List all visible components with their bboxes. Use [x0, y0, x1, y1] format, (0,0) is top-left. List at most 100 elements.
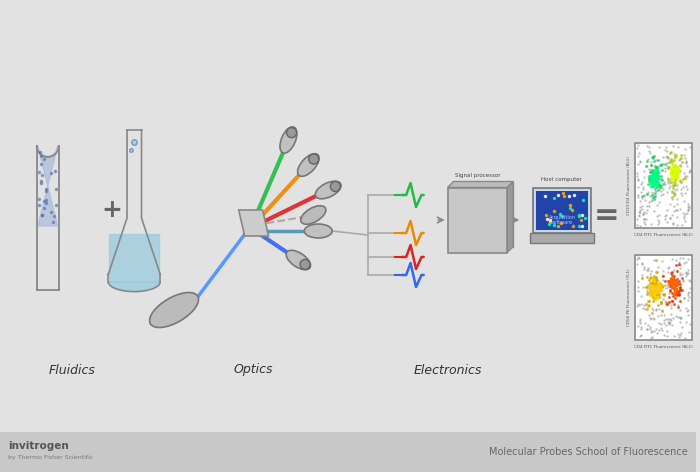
- Point: [634, 317, 645, 324]
- Point: [675, 254, 686, 261]
- Point: [669, 177, 680, 184]
- Point: [646, 291, 657, 298]
- Point: [665, 177, 676, 185]
- Point: [647, 309, 658, 317]
- Point: [671, 268, 682, 275]
- Point: [671, 291, 682, 298]
- Point: [669, 168, 680, 175]
- Point: [641, 202, 652, 210]
- Point: [674, 264, 685, 271]
- Point: [647, 178, 658, 186]
- Point: [664, 278, 676, 285]
- Point: [642, 267, 653, 274]
- Point: [666, 282, 677, 290]
- Point: [650, 288, 662, 295]
- Point: [671, 195, 682, 202]
- Point: [662, 188, 673, 195]
- Point: [648, 170, 659, 178]
- Point: [674, 285, 685, 292]
- Point: [635, 222, 646, 229]
- Point: [650, 287, 661, 295]
- Point: [648, 275, 659, 282]
- Point: [662, 332, 673, 340]
- Point: [677, 323, 688, 331]
- Point: [668, 280, 679, 287]
- Point: [634, 208, 645, 216]
- Point: [632, 175, 643, 183]
- Point: [678, 215, 690, 222]
- Point: [678, 197, 690, 204]
- Point: [662, 301, 673, 308]
- Point: [669, 166, 680, 173]
- Point: [671, 166, 682, 174]
- Ellipse shape: [304, 224, 332, 238]
- Point: [666, 168, 678, 176]
- Point: [680, 154, 691, 162]
- Point: [674, 286, 685, 294]
- Bar: [0, 432, 696, 472]
- Point: [678, 254, 689, 262]
- Point: [648, 277, 659, 285]
- Point: [667, 292, 678, 300]
- Point: [666, 274, 678, 281]
- Point: [681, 162, 692, 169]
- Point: [667, 166, 678, 173]
- Point: [651, 268, 662, 276]
- Point: [638, 218, 650, 226]
- Point: [680, 157, 692, 165]
- Point: [657, 180, 668, 188]
- Point: [643, 176, 655, 183]
- Point: [647, 173, 658, 180]
- Point: [665, 316, 676, 324]
- Point: [639, 220, 650, 228]
- Point: [662, 301, 673, 308]
- Point: [671, 173, 682, 181]
- Point: [651, 287, 662, 295]
- Point: [660, 284, 671, 292]
- Point: [647, 293, 658, 300]
- Point: [673, 258, 685, 266]
- Point: [636, 274, 648, 281]
- Point: [668, 274, 679, 281]
- Point: [644, 323, 655, 330]
- Point: [643, 283, 654, 291]
- Point: [666, 274, 677, 282]
- Point: [666, 188, 678, 196]
- Point: [657, 271, 668, 278]
- Point: [657, 276, 668, 283]
- Polygon shape: [447, 182, 513, 187]
- Point: [685, 320, 696, 328]
- Point: [650, 175, 661, 183]
- Point: [679, 294, 690, 302]
- Point: [651, 157, 662, 164]
- Point: [670, 186, 681, 194]
- Point: [668, 277, 679, 284]
- Point: [669, 181, 680, 188]
- Point: [654, 182, 666, 190]
- Point: [660, 301, 671, 308]
- Point: [643, 290, 654, 297]
- Point: [682, 307, 693, 315]
- Point: [671, 163, 682, 171]
- Point: [670, 280, 681, 288]
- Point: [644, 286, 655, 293]
- Point: [667, 277, 678, 285]
- Point: [651, 202, 662, 209]
- Point: [647, 182, 658, 190]
- Point: [680, 269, 692, 276]
- Point: [636, 260, 648, 267]
- Point: [657, 190, 668, 198]
- Point: [648, 287, 659, 294]
- Point: [654, 290, 665, 298]
- Point: [665, 155, 676, 163]
- Point: [667, 220, 678, 228]
- Point: [651, 287, 662, 295]
- Point: [665, 284, 676, 292]
- Point: [685, 277, 696, 285]
- Point: [639, 305, 650, 313]
- Point: [652, 288, 663, 296]
- Point: [664, 214, 676, 222]
- Point: [668, 181, 679, 188]
- Point: [675, 297, 686, 304]
- Point: [633, 277, 644, 285]
